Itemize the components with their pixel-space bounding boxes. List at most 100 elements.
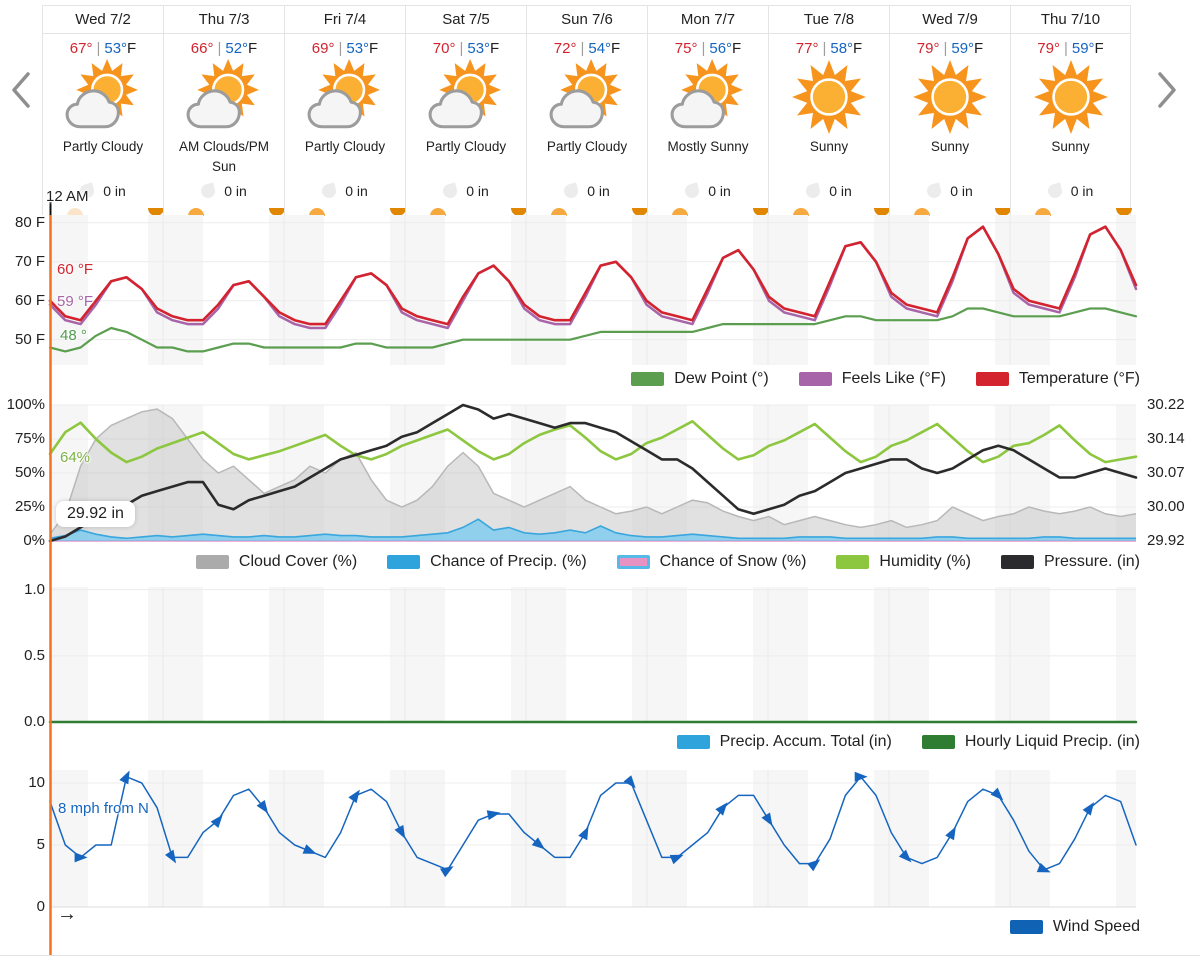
condition-text: Sunny xyxy=(809,139,849,154)
legend-swatch xyxy=(616,555,650,569)
day-column[interactable]: Sat 7/5 70° | 53°F Partly Cloudy 0 in xyxy=(405,5,527,216)
chart-value-annotation: 48 ° xyxy=(60,327,87,344)
legend-swatch xyxy=(798,372,832,386)
day-column[interactable]: Thu 7/10 79° | 59°F Sunny 0 in xyxy=(1010,5,1132,216)
legend-item: Chance of Precip. (%) xyxy=(387,553,587,571)
low-temp: 59° xyxy=(1071,40,1095,57)
prev-days-button[interactable] xyxy=(6,66,36,114)
pan-right-arrow[interactable]: → xyxy=(57,903,77,925)
y-axis-tick: 75% xyxy=(14,430,45,447)
temperature-chart xyxy=(48,215,1138,365)
legend-swatch xyxy=(921,735,955,749)
low-temp: 54° xyxy=(588,40,612,57)
temp-unit: F xyxy=(127,40,137,57)
chart-value-annotation: 60 °F xyxy=(57,261,94,278)
y-axis-tick: 0.0 xyxy=(24,713,45,730)
precipitation-chart-legend: Precip. Accum. Total (in) Hourly Liquid P… xyxy=(0,733,1140,751)
high-temp: 77° xyxy=(795,40,819,57)
day-column[interactable]: Wed 7/2 67° | 53°F Partly Cloudy 0 in xyxy=(42,5,164,216)
day-high-low: 70° | 53°F xyxy=(406,40,526,57)
temp-separator: | xyxy=(459,40,464,57)
sunset-icon xyxy=(753,208,769,216)
low-temp: 53° xyxy=(467,40,491,57)
day-column[interactable]: Tue 7/8 77° | 58°F Sunny 0 in xyxy=(768,5,890,216)
legend-swatch xyxy=(975,372,1009,386)
sun-cloud-icon xyxy=(186,59,259,129)
sunrise-icon xyxy=(188,208,204,216)
next-days-button[interactable] xyxy=(1152,66,1182,114)
temp-separator: | xyxy=(943,40,948,57)
y-axis-tick: 60 F xyxy=(14,291,45,309)
legend-item: Dew Point (°) xyxy=(631,370,769,388)
humidity-pressure-chart xyxy=(48,403,1138,543)
day-high-low: 67° | 53°F xyxy=(43,40,163,57)
day-high-low: 72° | 54°F xyxy=(527,40,647,57)
y-axis-tick: 25% xyxy=(14,498,45,515)
condition-text: Partly Cloudy xyxy=(62,139,144,154)
low-temp: 59° xyxy=(951,40,975,57)
sunrise-icon xyxy=(914,208,930,216)
precip-amount: 0 in xyxy=(43,182,163,200)
weather-icon xyxy=(285,58,405,136)
legend-item: Cloud Cover (%) xyxy=(195,553,358,571)
y-axis-tick: 100% xyxy=(6,396,45,413)
y-axis-tick: 0% xyxy=(23,532,45,549)
legend-label: Temperature (°F) xyxy=(1018,370,1140,387)
legend-label: Cloud Cover (%) xyxy=(238,553,358,570)
high-temp: 69° xyxy=(311,40,335,57)
day-high-low: 75° | 56°F xyxy=(648,40,768,57)
precip-amount: 0 in xyxy=(648,182,768,200)
temp-unit: F xyxy=(853,40,863,57)
sunset-icon xyxy=(874,208,890,216)
day-name: Sun 7/6 xyxy=(527,6,647,34)
day-column[interactable]: Fri 7/4 69° | 53°F Partly Cloudy 0 in xyxy=(284,5,406,216)
legend-item: Wind Speed xyxy=(1009,918,1140,936)
temp-unit: F xyxy=(248,40,258,57)
sunset-icon xyxy=(511,208,527,216)
precip-amount: 0 in xyxy=(406,182,526,200)
day-high-low: 79° | 59°F xyxy=(1011,40,1130,57)
condition-text: AM Clouds/PM Sun xyxy=(178,139,270,175)
weather-icon xyxy=(527,58,647,136)
sunrise-icon xyxy=(1035,208,1051,216)
sunset-icon xyxy=(632,208,648,216)
condition-text: Partly Cloudy xyxy=(425,139,507,154)
legend-label: Humidity (%) xyxy=(879,553,971,570)
sun-icon xyxy=(913,60,987,134)
temp-unit: F xyxy=(732,40,742,57)
legend-label: Hourly Liquid Precip. (in) xyxy=(964,733,1140,750)
day-column[interactable]: Wed 7/9 79° | 59°F Sunny 0 in xyxy=(889,5,1011,216)
weather-icon xyxy=(769,58,889,136)
precip-amount: 0 in xyxy=(527,182,647,200)
low-temp: 53° xyxy=(104,40,128,57)
day-name: Fri 7/4 xyxy=(285,6,405,34)
low-temp: 53° xyxy=(346,40,370,57)
weather-icon xyxy=(648,58,768,136)
precipitation-chart xyxy=(48,587,1138,724)
day-column[interactable]: Sun 7/6 72° | 54°F Partly Cloudy 0 in xyxy=(526,5,648,216)
legend-label: Dew Point (°) xyxy=(674,370,769,387)
high-temp: 79° xyxy=(1037,40,1060,57)
legend-swatch xyxy=(676,735,710,749)
legend-item: Humidity (%) xyxy=(836,553,971,571)
sunset-icon xyxy=(995,208,1011,216)
y-axis-tick: 0 xyxy=(36,898,45,915)
condition-text: Sunny xyxy=(930,139,970,154)
day-name: Wed 7/9 xyxy=(890,6,1010,34)
high-temp: 75° xyxy=(674,40,698,57)
temp-separator: | xyxy=(580,40,585,57)
y-axis-tick: 50 F xyxy=(14,330,45,348)
chart-value-annotation: 29.92 in xyxy=(56,501,135,527)
temp-separator: | xyxy=(701,40,706,57)
legend-item: Chance of Snow (%) xyxy=(616,553,806,571)
precip-amount: 0 in xyxy=(164,182,284,200)
day-column[interactable]: Mon 7/7 75° | 56°F Mostly Sunny 0 in xyxy=(647,5,769,216)
y-axis-tick-right: 29.92 xyxy=(1147,532,1185,549)
day-column[interactable]: Thu 7/3 66° | 52°F AM Clouds/PM Sun 0 in xyxy=(163,5,285,216)
sunset-icon xyxy=(390,208,406,216)
sunset-icon xyxy=(1116,208,1132,216)
day-name: Wed 7/2 xyxy=(43,6,163,34)
day-name: Mon 7/7 xyxy=(648,6,768,34)
